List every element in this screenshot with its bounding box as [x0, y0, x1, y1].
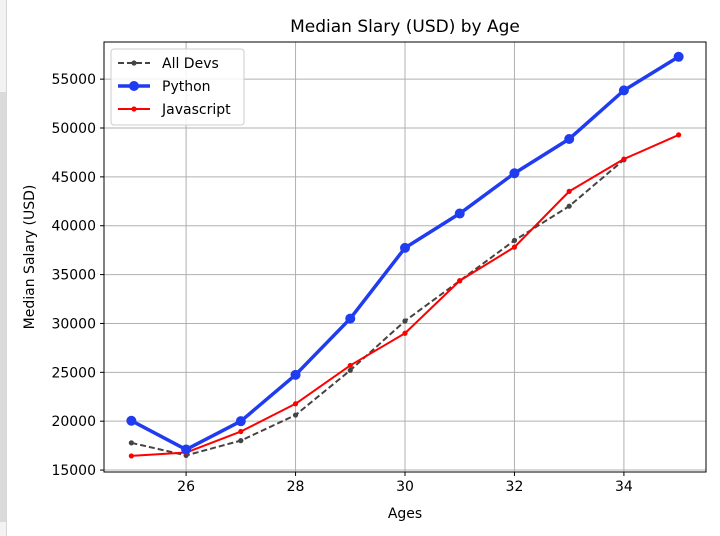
legend-box — [110, 48, 245, 126]
x-tick-label: 30 — [396, 479, 414, 495]
chart-title: Median Slary (USD) by Age — [290, 17, 520, 37]
data-point — [128, 453, 134, 459]
data-point — [345, 313, 356, 324]
y-tick-label: 15000 — [51, 463, 96, 479]
grid-lines — [104, 42, 706, 472]
window-left-edge — [0, 0, 7, 536]
data-point — [292, 401, 299, 407]
y-tick-label: 40000 — [51, 219, 96, 235]
data-point — [238, 438, 244, 444]
data-point — [509, 168, 520, 179]
y-tick-label: 35000 — [51, 268, 96, 284]
legend-label: Javascript — [161, 102, 231, 118]
y-tick-label: 25000 — [51, 365, 96, 381]
data-point — [511, 244, 518, 250]
series-python — [126, 51, 684, 455]
data-series — [126, 51, 684, 459]
legend-label: Python — [162, 79, 211, 95]
data-point — [402, 330, 408, 336]
window-edge-strip — [0, 92, 6, 522]
legend-marker — [129, 81, 139, 91]
data-point — [621, 156, 627, 162]
x-tick-label: 34 — [615, 479, 633, 495]
y-tick-label: 45000 — [51, 170, 96, 186]
y-tick-label: 50000 — [51, 121, 96, 137]
legend-label: All Devs — [162, 56, 219, 72]
axis-ticks: 26 28 30 32 34 15000 20000 25000 30000 35000 40000… — [51, 72, 632, 495]
x-tick-label: 28 — [287, 479, 305, 495]
data-point — [566, 203, 572, 209]
y-tick-label: 20000 — [51, 414, 96, 430]
series-all-devs — [128, 157, 627, 458]
x-tick-label: 32 — [506, 479, 524, 495]
x-tick-label: 26 — [177, 479, 195, 495]
data-point — [128, 440, 134, 446]
data-point — [564, 133, 575, 144]
data-point — [673, 51, 684, 62]
data-point — [454, 208, 465, 219]
data-point — [126, 415, 137, 426]
legend-entry: Python — [118, 79, 211, 95]
data-point — [457, 278, 463, 284]
data-point — [347, 362, 353, 369]
y-tick-label: 55000 — [51, 72, 96, 88]
series-line — [131, 158, 625, 457]
x-axis-label: Ages — [388, 506, 422, 522]
data-point — [402, 318, 408, 324]
legend-entry: All Devs — [118, 56, 219, 72]
data-point — [347, 367, 353, 373]
legend-marker — [131, 60, 137, 66]
data-point — [292, 412, 299, 418]
data-point — [400, 242, 410, 253]
y-axis-label: Median Salary (USD) — [22, 185, 38, 330]
legend-marker — [131, 106, 137, 112]
legend-entry: Javascript — [118, 102, 231, 118]
legend: All Devs Python Javascript — [110, 48, 245, 126]
data-point — [181, 444, 192, 455]
data-point — [511, 237, 518, 244]
y-tick-label: 30000 — [51, 316, 96, 332]
data-point — [235, 416, 246, 427]
data-point — [238, 428, 244, 435]
data-point — [676, 132, 682, 138]
data-point — [618, 85, 629, 96]
data-point — [566, 188, 572, 194]
data-point — [290, 369, 301, 380]
